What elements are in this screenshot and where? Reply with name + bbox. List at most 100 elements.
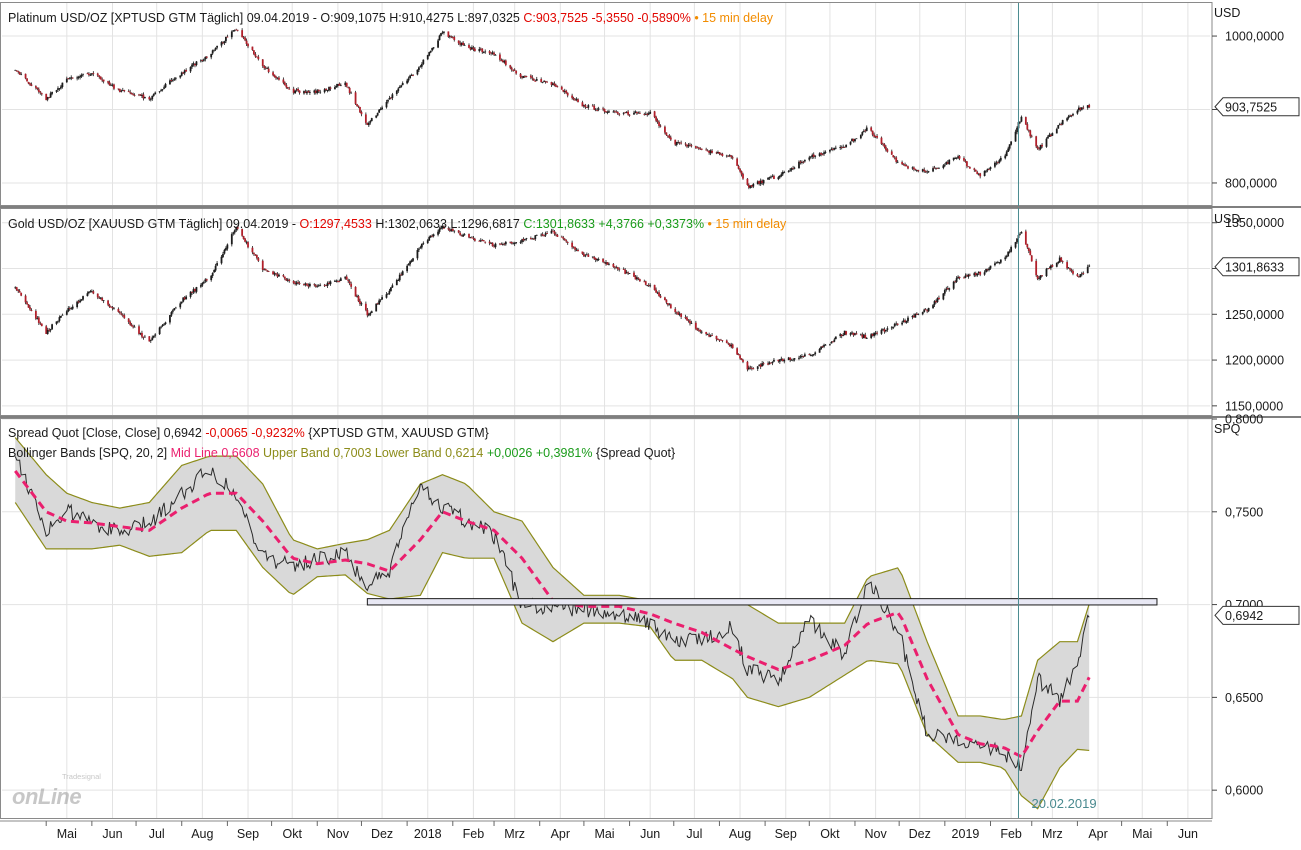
candle-up bbox=[608, 111, 610, 113]
candle-up bbox=[57, 88, 59, 90]
candle-down bbox=[39, 322, 42, 324]
candle-down bbox=[473, 48, 476, 51]
candle-down bbox=[627, 111, 629, 115]
candle-down bbox=[236, 226, 239, 229]
candle-down bbox=[986, 269, 989, 271]
candle-up bbox=[111, 84, 114, 86]
x-tick-label: Dez bbox=[371, 827, 393, 841]
candle-up bbox=[163, 323, 165, 325]
candle-up bbox=[419, 247, 422, 249]
candle-up bbox=[524, 238, 526, 240]
candle-up bbox=[1045, 268, 1048, 277]
candle-down bbox=[525, 76, 528, 77]
candle-up bbox=[855, 138, 858, 140]
candle-down bbox=[820, 152, 822, 155]
candle-up bbox=[812, 354, 815, 355]
candle-up bbox=[192, 63, 195, 65]
candle-up bbox=[865, 338, 868, 339]
candle-up bbox=[319, 91, 322, 93]
candle-down bbox=[503, 243, 506, 245]
candle-down bbox=[96, 73, 99, 76]
candle-up bbox=[375, 115, 378, 118]
x-tick-label: Jul bbox=[686, 827, 702, 841]
candle-down bbox=[540, 79, 543, 83]
bollinger-upper-band bbox=[14, 437, 1090, 720]
resistance-zone-rectangle[interactable] bbox=[366, 598, 1158, 606]
candle-up bbox=[214, 265, 217, 271]
candle-down bbox=[974, 169, 977, 172]
x-tick-label: Nov bbox=[864, 827, 887, 841]
candle-up bbox=[77, 77, 80, 78]
candle-down bbox=[101, 297, 104, 301]
candle-up bbox=[303, 91, 305, 94]
candle-up bbox=[441, 32, 444, 34]
candle-down bbox=[812, 154, 815, 157]
candle-up bbox=[1004, 257, 1007, 260]
candle-down bbox=[138, 326, 140, 334]
candle-up bbox=[994, 263, 996, 266]
candle-down bbox=[205, 279, 208, 281]
candle-up bbox=[1080, 107, 1083, 110]
candle-down bbox=[26, 78, 28, 82]
candle-down bbox=[852, 332, 855, 336]
candle-down bbox=[1082, 107, 1085, 109]
candle-up bbox=[756, 366, 759, 369]
candle-down bbox=[468, 44, 470, 48]
x-tick-label: Feb bbox=[463, 827, 485, 841]
candle-up bbox=[232, 232, 235, 234]
candle-down bbox=[585, 107, 588, 108]
bollinger-lower-band bbox=[14, 502, 1090, 810]
candle-down bbox=[658, 292, 660, 296]
candle-down bbox=[1027, 129, 1030, 131]
candle-up bbox=[1039, 145, 1042, 150]
candle-up bbox=[202, 282, 205, 284]
candle-down bbox=[924, 309, 927, 311]
candle-down bbox=[1079, 107, 1082, 110]
candle-up bbox=[957, 276, 959, 279]
candle-down bbox=[297, 282, 300, 283]
candle-up bbox=[824, 344, 827, 346]
candle-up bbox=[60, 86, 62, 89]
candle-down bbox=[15, 287, 18, 291]
candle-up bbox=[199, 60, 202, 62]
last-value-text: 1301,8633 bbox=[1225, 260, 1284, 274]
candle-up bbox=[211, 273, 214, 276]
candle-up bbox=[422, 59, 425, 65]
candle-up bbox=[202, 59, 205, 61]
candle-down bbox=[773, 175, 775, 179]
candle-down bbox=[117, 88, 120, 90]
candle-up bbox=[179, 303, 182, 308]
candle-down bbox=[17, 289, 20, 291]
candle-up bbox=[164, 83, 167, 88]
candle-up bbox=[462, 234, 465, 237]
candle-down bbox=[298, 90, 301, 93]
candle-down bbox=[86, 73, 89, 75]
candle-up bbox=[851, 332, 853, 334]
candle-down bbox=[40, 93, 43, 95]
candle-up bbox=[58, 317, 61, 321]
candle-down bbox=[15, 70, 18, 72]
y-tick-label: 0,8000 bbox=[1225, 413, 1263, 427]
candle-up bbox=[893, 323, 896, 327]
candle-up bbox=[824, 151, 827, 153]
candle-up bbox=[783, 172, 786, 174]
candle-down bbox=[39, 91, 42, 93]
candle-up bbox=[491, 52, 494, 54]
candle-down bbox=[45, 93, 48, 101]
candle-up bbox=[185, 296, 188, 300]
candle-up bbox=[170, 312, 173, 316]
candle-down bbox=[749, 367, 752, 369]
candle-down bbox=[1069, 268, 1071, 270]
candle-down bbox=[117, 308, 120, 312]
candle-down bbox=[680, 142, 683, 144]
candle-up bbox=[649, 285, 652, 287]
last-value-tag: 903,7525 bbox=[1214, 97, 1300, 117]
candle-down bbox=[831, 341, 834, 343]
candle-down bbox=[37, 317, 40, 323]
candle-up bbox=[1014, 131, 1017, 142]
candle-down bbox=[715, 335, 718, 340]
candle-up bbox=[861, 132, 864, 135]
candle-down bbox=[325, 88, 327, 91]
candle-down bbox=[544, 81, 547, 82]
candle-down bbox=[603, 108, 606, 112]
